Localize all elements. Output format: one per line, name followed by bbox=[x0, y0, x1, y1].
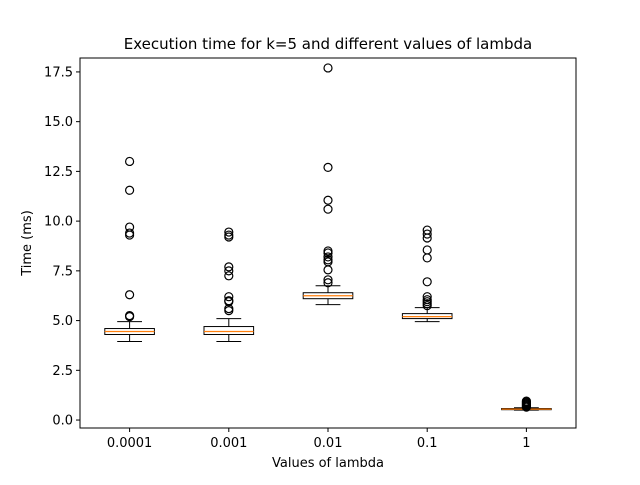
outlier-point bbox=[125, 156, 135, 167]
outlier-point bbox=[224, 271, 234, 281]
outlier-point bbox=[422, 301, 432, 311]
outlier-point bbox=[422, 229, 432, 239]
y-tick-label: 5.0 bbox=[52, 314, 73, 329]
outlier-point bbox=[323, 252, 333, 262]
x-axis-label: Values of lambda bbox=[272, 456, 384, 471]
x-tick-label: 0.001 bbox=[210, 436, 247, 451]
box-group-0.001 bbox=[203, 227, 255, 342]
outlier-point bbox=[323, 162, 333, 173]
outlier-point bbox=[422, 233, 432, 243]
outlier-point bbox=[125, 230, 135, 240]
outlier-point bbox=[224, 262, 234, 272]
outlier-point bbox=[422, 277, 432, 287]
box-group-0.0001 bbox=[104, 156, 155, 342]
y-tick-label: 7.5 bbox=[52, 264, 73, 279]
outlier-point bbox=[224, 232, 234, 242]
outlier-point bbox=[125, 312, 135, 322]
box-group-1 bbox=[501, 396, 552, 412]
outlier-point bbox=[125, 185, 135, 195]
outlier-point bbox=[224, 306, 234, 316]
y-tick-label: 10.0 bbox=[44, 215, 73, 230]
y-tick-label: 15.0 bbox=[44, 115, 73, 130]
y-tick-label: 2.5 bbox=[52, 364, 73, 379]
outlier-point bbox=[323, 195, 333, 205]
outlier-point bbox=[323, 275, 333, 285]
outlier-point bbox=[422, 245, 432, 255]
outlier-point bbox=[125, 290, 135, 300]
outlier-point bbox=[422, 292, 432, 302]
outlier-point bbox=[224, 297, 234, 307]
box-series bbox=[104, 63, 552, 412]
y-tick-label: 0.0 bbox=[52, 414, 73, 429]
outlier-point bbox=[323, 265, 333, 275]
x-tick-label: 0.0001 bbox=[107, 436, 153, 451]
y-axis-label: Time (ms) bbox=[20, 210, 35, 277]
outlier-point bbox=[521, 402, 532, 412]
plot-area-frame bbox=[79, 57, 577, 429]
x-tick-label: 0.1 bbox=[417, 436, 438, 451]
box-group-0.01 bbox=[302, 63, 354, 306]
outlier-point bbox=[323, 248, 333, 258]
x-tick-label: 1 bbox=[522, 436, 530, 451]
x-axis: 0.0001 0.001 0.01 0.1 1 bbox=[107, 428, 531, 451]
outlier-point bbox=[323, 278, 333, 288]
y-tick-label: 12.5 bbox=[44, 165, 73, 180]
x-tick-label: 0.01 bbox=[314, 436, 343, 451]
box-iqr bbox=[203, 326, 255, 336]
box-group-0.1 bbox=[401, 225, 453, 323]
outlier-point bbox=[224, 292, 234, 302]
outlier-point bbox=[422, 253, 432, 263]
outlier-point bbox=[224, 266, 234, 276]
outlier-point bbox=[323, 63, 333, 73]
chart-title: Execution time for k=5 and different val… bbox=[124, 35, 532, 53]
outlier-point bbox=[323, 204, 333, 214]
outlier-point bbox=[224, 227, 234, 237]
y-tick-label: 17.5 bbox=[44, 65, 73, 80]
y-axis: 0.0 2.5 5.0 7.5 10.0 12.5 15.0 17.5 bbox=[44, 65, 80, 429]
